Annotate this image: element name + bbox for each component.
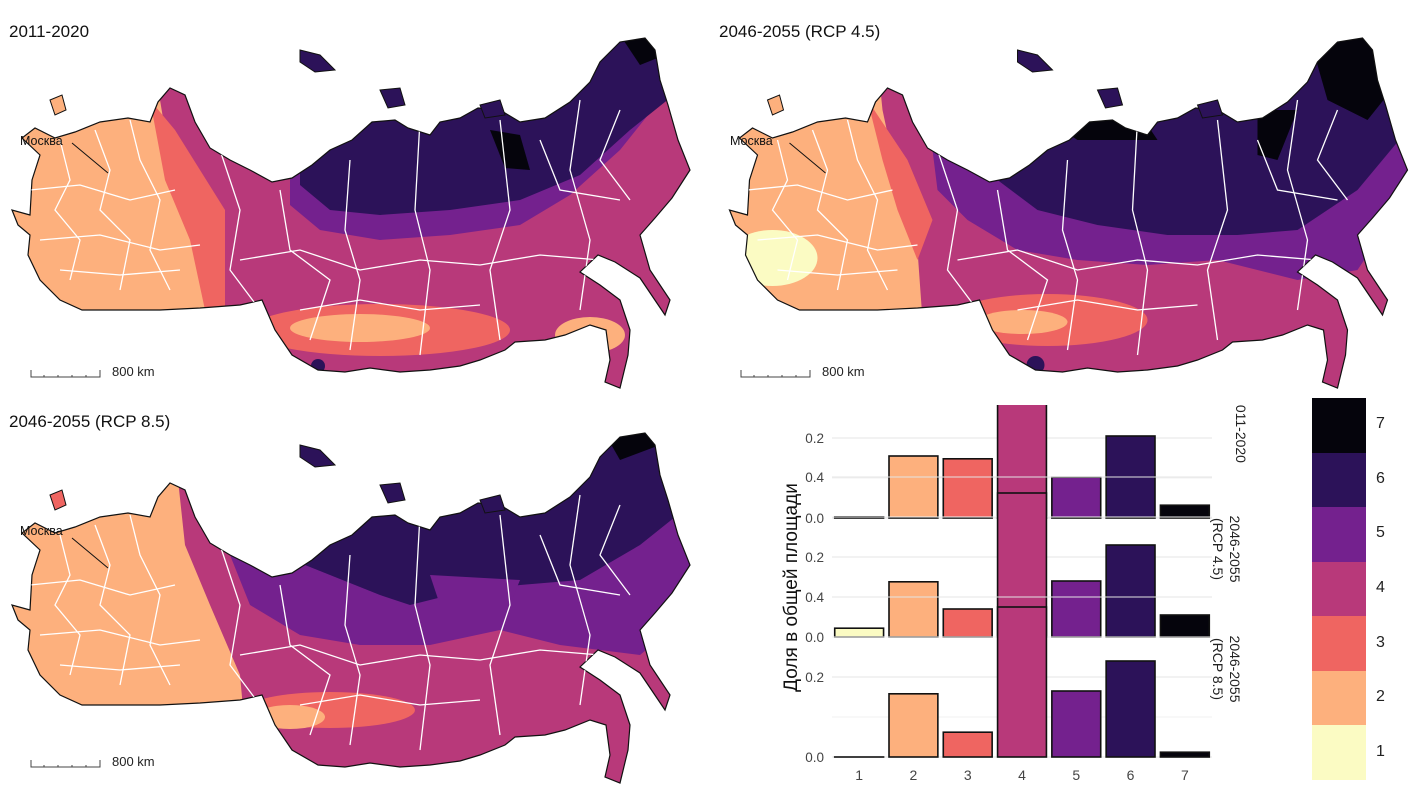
x-tick-label: 2 xyxy=(910,767,918,783)
x-tick-label: 1 xyxy=(855,767,863,783)
legend-label-7: 7 xyxy=(1376,415,1385,433)
facet-label: 2046-2055(RCP 4.5) xyxy=(1210,516,1243,583)
bar-2-6 xyxy=(1105,544,1156,638)
scale-bar-ticks xyxy=(30,370,101,378)
scale-bar-label: 800 km xyxy=(822,364,865,379)
moscow-label: Москва xyxy=(20,134,63,148)
y-tick-label: 0.0 xyxy=(805,511,824,526)
y-tick-label: 0.0 xyxy=(805,630,824,645)
legend-label-3: 3 xyxy=(1376,633,1385,651)
legend-label-4: 4 xyxy=(1376,579,1385,596)
facet-label: 2046-2055(RCP 8.5) xyxy=(1210,636,1243,703)
legend-swatch-1 xyxy=(1312,725,1366,781)
map-title: 2046-2055 (RCP 8.5) xyxy=(9,412,171,431)
x-tick-label: 7 xyxy=(1181,767,1189,783)
bar-2-5 xyxy=(1051,580,1102,638)
scale-bar-ticks xyxy=(30,760,101,768)
bar-1-2 xyxy=(888,455,939,519)
bar-1-5 xyxy=(1051,476,1102,519)
scale-bar-label: 800 km xyxy=(112,364,155,379)
russia-map xyxy=(728,37,1409,389)
legend-label-6: 6 xyxy=(1376,469,1385,487)
scale-bar: 800 km xyxy=(30,364,155,383)
map-panel-rcp85: 2046-2055 (RCP 8.5) xyxy=(0,400,700,795)
bar-2-2 xyxy=(888,580,939,638)
bar-3-3 xyxy=(942,731,993,758)
y-tick-label: 0.4 xyxy=(805,470,824,485)
bar-2-1 xyxy=(833,627,885,638)
map-panel-rcp45: 2046-2055 (RCP 4.5) xyxy=(710,10,1425,390)
color-legend: 7 6 5 4 3 2 1 xyxy=(1300,398,1420,788)
moscow-label: Москва xyxy=(20,524,63,538)
russia-map xyxy=(11,432,691,784)
legend-swatch-7 xyxy=(1312,398,1366,454)
y-tick-label: 0.0 xyxy=(805,750,824,765)
russia-map xyxy=(11,37,691,389)
legend-swatch-2 xyxy=(1312,670,1366,726)
bar-3-4 xyxy=(996,606,1048,758)
y-tick-label: 0.2 xyxy=(805,670,824,685)
moscow-label: Москва xyxy=(730,134,773,148)
map-panel-2011-2020: 2011-2020 xyxy=(0,10,700,390)
x-tick-label: 6 xyxy=(1127,767,1135,783)
legend-label-1: 1 xyxy=(1376,742,1385,760)
bar-3-7 xyxy=(1159,751,1211,758)
map-title: 2011-2020 xyxy=(9,22,90,41)
y-axis-title: Доля в общей площади xyxy=(781,483,802,692)
x-tick-label: 5 xyxy=(1072,767,1080,783)
legend-swatch-6 xyxy=(1312,452,1366,508)
scale-bar: 800 km xyxy=(30,754,155,773)
scale-bar: 800 km xyxy=(740,364,865,383)
bar-3-6 xyxy=(1105,660,1156,758)
legend-swatch-4 xyxy=(1312,561,1366,617)
y-tick-label: 0.2 xyxy=(805,431,824,446)
map-title: 2046-2055 (RCP 4.5) xyxy=(719,22,881,41)
bar-1-3 xyxy=(942,457,993,519)
area-share-bar-chart: Доля в общей площади0.00.20.42011-20200.… xyxy=(781,405,1249,783)
y-tick-label: 0.4 xyxy=(805,590,824,605)
bar-1-7 xyxy=(1159,504,1211,519)
scale-bar-ticks xyxy=(740,370,811,378)
legend-label-5: 5 xyxy=(1376,524,1385,542)
bar-3-2 xyxy=(888,692,939,758)
facet-label: 2011-2020 xyxy=(1233,405,1249,463)
scale-bar-label: 800 km xyxy=(112,754,155,769)
bar-2-7 xyxy=(1159,614,1211,638)
legend-swatch-5 xyxy=(1312,507,1366,563)
x-tick-label: 3 xyxy=(964,767,972,783)
legend-swatch-3 xyxy=(1312,616,1366,672)
y-tick-label: 0.2 xyxy=(805,550,824,565)
x-tick-label: 4 xyxy=(1018,767,1026,783)
bar-3-5 xyxy=(1051,690,1102,758)
legend-label-2: 2 xyxy=(1376,688,1385,706)
bar-2-3 xyxy=(942,608,993,638)
